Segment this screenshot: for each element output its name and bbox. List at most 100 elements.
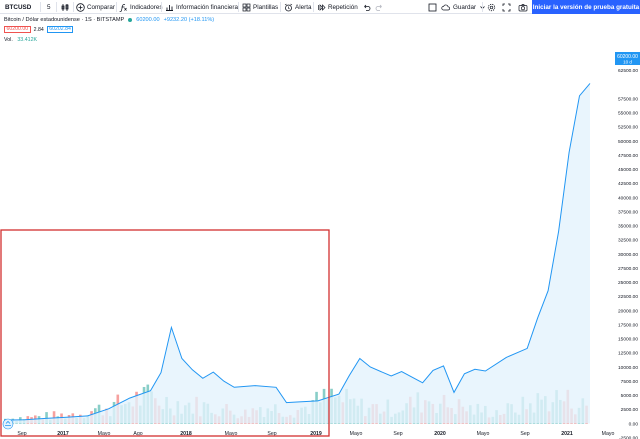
last-price-sub: 10 d xyxy=(623,60,632,65)
price-area-fill xyxy=(4,83,590,424)
price-tick-label: 22500.00 xyxy=(618,294,638,300)
time-tick-label: 2017 xyxy=(57,431,69,437)
time-tick-label: 2018 xyxy=(180,431,192,437)
chart-type-button[interactable] xyxy=(61,0,70,14)
time-tick-label: 2021 xyxy=(561,431,573,437)
time-tick-label: 2020 xyxy=(434,431,446,437)
volume-value: 33.412K xyxy=(17,37,38,43)
interval-label: 5 xyxy=(47,3,51,11)
time-axis[interactable]: Sep 2017 Mayo Ago 2018 Mayo Sep 2019 Mayo Sep 2020… xyxy=(17,431,614,437)
compare-label: Comparar xyxy=(87,3,115,11)
top-toolbar: BTCUSD 5 Comparar Indicadores Informació… xyxy=(0,0,640,14)
price-tick-label: 42500.00 xyxy=(618,181,638,187)
price-tick-label: 30000.00 xyxy=(618,252,638,258)
bid-box[interactable]: 60200.00 xyxy=(4,26,31,33)
last-price: 60200.00 xyxy=(136,17,160,23)
time-tick-label: Ago xyxy=(133,431,142,437)
price-tick-label: 7500.00 xyxy=(621,379,639,385)
price-tick-label: 2500.00 xyxy=(621,407,639,413)
start-trial-label: Iniciar la versión de prueba gratuita xyxy=(532,3,640,11)
layout-button[interactable] xyxy=(428,0,437,14)
templates-button[interactable]: Plantillas xyxy=(242,0,278,14)
time-tick-label: Mayo xyxy=(225,431,238,437)
time-tick-label: Mayo xyxy=(98,431,111,437)
time-tick-label: Sep xyxy=(393,431,402,437)
price-tick-label: 20000.00 xyxy=(618,308,638,314)
function-icon xyxy=(119,3,127,12)
spread-value: 2.84 xyxy=(33,26,44,33)
price-tick-label: 55000.00 xyxy=(618,111,638,117)
undo-icon xyxy=(364,4,371,11)
price-axis[interactable]: 65000.0062500.0057500.0055000.0052500.00… xyxy=(618,54,638,439)
symbol-search-button[interactable]: BTCUSD xyxy=(5,0,31,14)
templates-icon xyxy=(242,3,251,11)
gear-icon xyxy=(487,3,496,11)
time-tick-label: 2019 xyxy=(310,431,322,437)
price-tick-label: 17500.00 xyxy=(618,322,638,328)
financials-label: Información financiera xyxy=(176,3,238,11)
templates-label: Plantillas xyxy=(253,3,279,11)
interval-button[interactable]: 5 xyxy=(47,0,51,14)
time-tick-label: Mayo xyxy=(602,431,615,437)
price-tick-label: 0.00 xyxy=(629,421,639,427)
price-change: +9232.20 (+18.11%) xyxy=(163,17,215,23)
layout-square-icon xyxy=(428,3,437,11)
status-dot xyxy=(128,18,133,22)
symbol-label: BTCUSD xyxy=(5,3,32,11)
price-tick-label: 15000.00 xyxy=(618,337,638,343)
redo-button[interactable] xyxy=(375,0,384,14)
last-price-label: 60200.00 xyxy=(617,54,638,60)
logo-mark xyxy=(2,418,14,430)
financials-icon xyxy=(166,4,173,11)
fullscreen-icon xyxy=(502,3,511,11)
start-trial-button[interactable]: Iniciar la versión de prueba gratuita xyxy=(532,0,640,14)
price-tick-label: 25000.00 xyxy=(618,280,638,286)
price-tick-label: 27500.00 xyxy=(618,266,638,272)
symbol-title[interactable]: Bitcoin / Dólar estadounidense · 1S · BI… xyxy=(4,17,125,23)
financials-button[interactable]: Información financiera xyxy=(165,0,238,14)
candles-icon xyxy=(61,3,69,11)
price-tick-label: 37500.00 xyxy=(618,209,638,215)
price-tick-label: 5000.00 xyxy=(621,393,639,399)
chart-legend: Bitcoin / Dólar estadounidense · 1S · BI… xyxy=(4,17,214,43)
highlight-box xyxy=(0,229,330,437)
indicators-label: Indicadores xyxy=(130,3,163,11)
price-tick-label: 52500.00 xyxy=(618,125,638,131)
save-label: Guardar xyxy=(453,3,477,11)
price-tick-label: 62500.00 xyxy=(618,68,638,74)
price-tick-label: 47500.00 xyxy=(618,153,638,159)
time-tick-label: Sep xyxy=(17,431,26,437)
fullscreen-button[interactable] xyxy=(502,0,511,14)
price-tick-label: 10000.00 xyxy=(618,365,638,371)
settings-button[interactable] xyxy=(487,0,496,14)
replay-icon xyxy=(318,3,326,11)
cloud-icon xyxy=(441,4,450,10)
undo-button[interactable] xyxy=(362,0,371,14)
alert-label: Alerta xyxy=(295,3,312,11)
replay-button[interactable]: Repetición xyxy=(317,0,358,14)
price-tick-label: 57500.00 xyxy=(618,96,638,102)
time-tick-label: Mayo xyxy=(350,431,363,437)
camera-icon xyxy=(518,3,528,11)
volume-label: Vol. xyxy=(4,37,13,43)
price-tick-label: 12500.00 xyxy=(618,351,638,357)
compare-button[interactable]: Comparar xyxy=(76,0,115,14)
alert-button[interactable]: Alerta xyxy=(284,0,311,14)
alarm-clock-icon xyxy=(284,3,293,11)
price-tick-label: 32500.00 xyxy=(618,238,638,244)
time-tick-label: Sep xyxy=(520,431,529,437)
ask-box[interactable]: 60202.84 xyxy=(46,26,74,33)
price-tick-label: 40000.00 xyxy=(618,195,638,201)
last-price-marker: 60200.00 10 d xyxy=(615,52,640,65)
price-tick-label: 50000.00 xyxy=(618,139,638,145)
price-tick-label: -2500.00 xyxy=(619,435,638,439)
plus-circle-icon xyxy=(76,2,85,12)
time-tick-label: Mayo xyxy=(477,431,490,437)
indicators-button[interactable]: Indicadores xyxy=(119,0,163,14)
time-tick-label: Sep xyxy=(267,431,276,437)
snapshot-button[interactable] xyxy=(518,0,528,14)
price-tick-label: 35000.00 xyxy=(618,224,638,230)
price-tick-label: 45000.00 xyxy=(618,167,638,173)
redo-icon xyxy=(375,4,382,11)
